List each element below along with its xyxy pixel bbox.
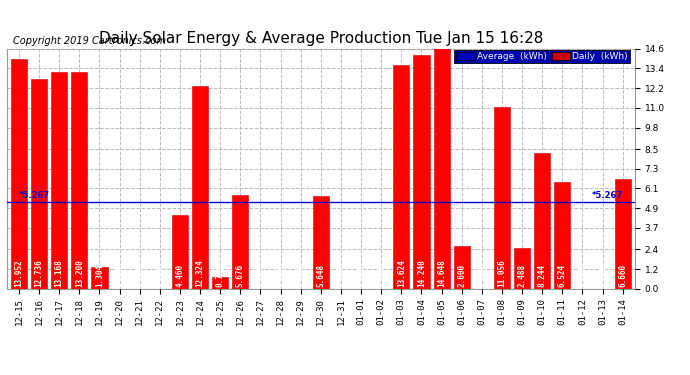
Bar — [554, 182, 571, 289]
Text: *5.267: *5.267 — [591, 191, 623, 200]
Text: 14.240: 14.240 — [417, 260, 426, 287]
Bar — [494, 107, 510, 289]
Legend: Average  (kWh), Daily  (kWh): Average (kWh), Daily (kWh) — [454, 50, 630, 63]
Text: 2.600: 2.600 — [457, 264, 466, 287]
Text: 8.244: 8.244 — [538, 264, 546, 287]
Bar — [393, 65, 409, 289]
Bar — [413, 55, 430, 289]
Text: 0.000: 0.000 — [377, 264, 386, 287]
Bar — [91, 267, 108, 289]
Text: Copyright 2019 Cartronics.com: Copyright 2019 Cartronics.com — [13, 36, 166, 46]
Text: 5.648: 5.648 — [316, 264, 326, 287]
Text: 0.000: 0.000 — [276, 264, 285, 287]
Text: 1.304: 1.304 — [95, 264, 104, 287]
Bar — [534, 153, 551, 289]
Text: 14.648: 14.648 — [437, 260, 446, 287]
Bar — [213, 277, 228, 289]
Title: Daily Solar Energy & Average Production Tue Jan 15 16:28: Daily Solar Energy & Average Production … — [99, 31, 543, 46]
Text: 0.000: 0.000 — [477, 264, 486, 287]
Bar — [433, 48, 450, 289]
Bar — [71, 72, 88, 289]
Text: *5.267: *5.267 — [19, 191, 50, 200]
Bar — [313, 196, 329, 289]
Bar — [11, 59, 27, 289]
Text: 11.056: 11.056 — [497, 260, 506, 287]
Text: 0.000: 0.000 — [135, 264, 144, 287]
Text: 0.000: 0.000 — [337, 264, 346, 287]
Text: 6.524: 6.524 — [558, 264, 567, 287]
Text: 6.660: 6.660 — [618, 264, 627, 287]
Bar — [31, 80, 47, 289]
Text: 0.000: 0.000 — [256, 264, 265, 287]
Text: 12.736: 12.736 — [34, 260, 43, 287]
Text: 0.000: 0.000 — [115, 264, 124, 287]
Text: 0.000: 0.000 — [578, 264, 587, 287]
Bar — [233, 195, 248, 289]
Text: 0.000: 0.000 — [296, 264, 305, 287]
Bar — [192, 86, 208, 289]
Text: 13.200: 13.200 — [75, 260, 84, 287]
Text: 13.168: 13.168 — [55, 260, 63, 287]
Text: 12.324: 12.324 — [195, 260, 205, 287]
Text: 0.000: 0.000 — [598, 264, 607, 287]
Text: 0.740: 0.740 — [216, 264, 225, 287]
Bar — [51, 72, 68, 289]
Bar — [615, 179, 631, 289]
Bar — [172, 215, 188, 289]
Text: 2.488: 2.488 — [518, 264, 526, 287]
Text: 13.624: 13.624 — [397, 260, 406, 287]
Text: 5.676: 5.676 — [236, 264, 245, 287]
Text: 13.952: 13.952 — [14, 260, 23, 287]
Text: 0.000: 0.000 — [357, 264, 366, 287]
Text: 4.460: 4.460 — [175, 264, 184, 287]
Text: 0.000: 0.000 — [155, 264, 164, 287]
Bar — [514, 248, 530, 289]
Bar — [454, 246, 470, 289]
